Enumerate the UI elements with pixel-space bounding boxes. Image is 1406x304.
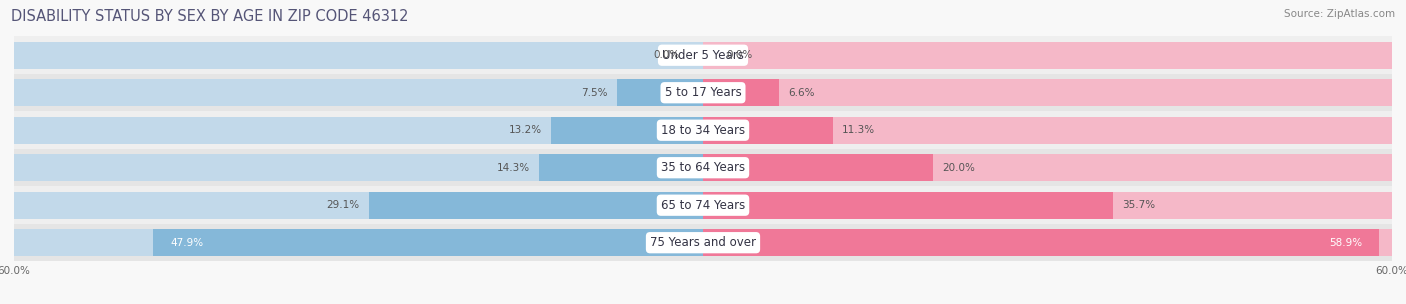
Bar xyxy=(703,154,932,181)
Text: 35.7%: 35.7% xyxy=(1122,200,1156,210)
Text: 20.0%: 20.0% xyxy=(942,163,974,173)
Text: 7.5%: 7.5% xyxy=(581,88,607,98)
Text: 6.6%: 6.6% xyxy=(787,88,814,98)
Text: 0.0%: 0.0% xyxy=(654,50,681,60)
Bar xyxy=(14,117,703,144)
Bar xyxy=(538,154,703,181)
Bar xyxy=(703,154,1392,181)
Text: 75 Years and over: 75 Years and over xyxy=(650,236,756,249)
Bar xyxy=(703,79,1392,106)
Text: Under 5 Years: Under 5 Years xyxy=(662,49,744,62)
Text: 65 to 74 Years: 65 to 74 Years xyxy=(661,199,745,212)
Bar xyxy=(14,36,1392,74)
Bar xyxy=(14,42,703,69)
Text: 13.2%: 13.2% xyxy=(509,125,543,135)
Bar xyxy=(368,192,703,219)
Bar xyxy=(703,192,1392,219)
Bar xyxy=(14,192,703,219)
Text: 35 to 64 Years: 35 to 64 Years xyxy=(661,161,745,174)
Bar xyxy=(703,117,832,144)
Bar xyxy=(703,192,1114,219)
Bar xyxy=(703,79,779,106)
Bar xyxy=(14,186,1392,224)
Text: 29.1%: 29.1% xyxy=(326,200,360,210)
Bar xyxy=(703,117,1392,144)
Text: 5 to 17 Years: 5 to 17 Years xyxy=(665,86,741,99)
Bar xyxy=(14,224,1392,261)
Bar xyxy=(551,117,703,144)
Text: DISABILITY STATUS BY SEX BY AGE IN ZIP CODE 46312: DISABILITY STATUS BY SEX BY AGE IN ZIP C… xyxy=(11,9,409,24)
Bar xyxy=(14,149,1392,186)
Text: 18 to 34 Years: 18 to 34 Years xyxy=(661,124,745,137)
Bar xyxy=(703,229,1379,256)
Bar xyxy=(14,229,703,256)
Text: Source: ZipAtlas.com: Source: ZipAtlas.com xyxy=(1284,9,1395,19)
Bar xyxy=(703,229,1392,256)
Bar xyxy=(14,79,703,106)
Bar xyxy=(14,74,1392,112)
Text: 47.9%: 47.9% xyxy=(170,238,204,248)
Bar xyxy=(617,79,703,106)
Text: 58.9%: 58.9% xyxy=(1329,238,1362,248)
Bar xyxy=(703,42,1392,69)
Text: 0.0%: 0.0% xyxy=(725,50,752,60)
Text: 14.3%: 14.3% xyxy=(496,163,530,173)
Bar xyxy=(14,112,1392,149)
Text: 11.3%: 11.3% xyxy=(842,125,875,135)
Bar xyxy=(153,229,703,256)
Bar xyxy=(14,154,703,181)
